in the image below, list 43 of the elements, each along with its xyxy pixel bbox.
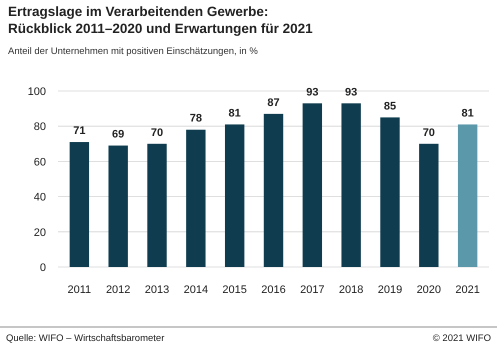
data-label: 85 [384,100,396,112]
data-label: 78 [190,112,202,125]
bar [186,130,206,267]
data-label: 69 [112,128,124,141]
chart-title: Ertragslage im Verarbeitenden Gewerbe: Rückblick 2011–2020 und Erwartungen für 2021 [8,4,314,36]
bar [419,144,439,267]
y-tick-label: 100 [28,86,46,98]
bar [70,142,90,267]
bar [302,103,322,267]
bar [108,146,128,267]
y-tick-label: 80 [34,121,46,134]
data-label: 81 [228,107,241,120]
y-tick-label: 60 [34,156,46,168]
bar [341,103,361,267]
data-label: 70 [422,126,435,139]
bar [147,144,167,267]
source-note: Quelle: WIFO – Wirtschaftsbarometer [6,333,164,344]
x-tick-label: 2016 [261,284,286,296]
x-tick-label: 2020 [416,284,442,296]
y-tick-label: 20 [34,226,46,239]
x-tick-label: 2019 [378,284,402,296]
x-tick-label: 2011 [68,284,92,296]
data-label: 93 [306,86,318,98]
bar [224,124,244,267]
data-label: 70 [150,126,164,139]
x-tick-label: 2012 [106,284,130,296]
x-tick-label: 2014 [184,284,208,296]
data-label: 71 [73,125,86,138]
bar [380,117,400,267]
x-tick-label: 2017 [300,284,325,296]
x-tick-label: 2021 [455,284,480,296]
x-tick-label: 2018 [338,284,364,296]
bar [264,114,284,267]
data-label: 87 [267,96,280,109]
x-tick-label: 2013 [144,284,170,296]
y-tick-label: 0 [40,262,46,274]
x-tick-label: 2015 [222,284,247,296]
data-label: 81 [462,107,474,120]
chart-subtitle: Anteil der Unternehmen mit positiven Einschätzungen, in % [8,46,258,57]
y-tick-label: 40 [34,192,46,204]
data-label: 93 [345,86,358,98]
bar [458,124,478,267]
text: © 2021 WIFO [432,333,491,344]
